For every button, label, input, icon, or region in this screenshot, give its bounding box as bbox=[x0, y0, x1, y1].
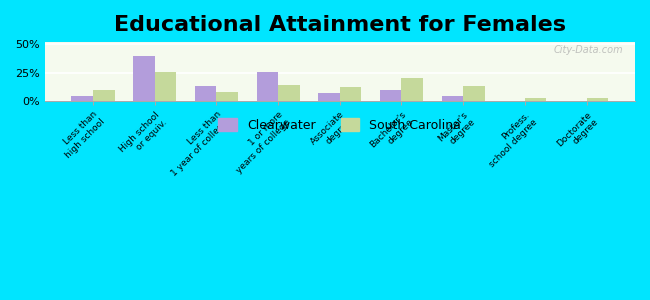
Bar bbox=[586, 98, 608, 101]
Bar bbox=[463, 86, 485, 101]
Bar bbox=[441, 96, 463, 101]
Bar bbox=[133, 56, 155, 101]
Bar bbox=[278, 85, 300, 101]
Text: City-Data.com: City-Data.com bbox=[554, 45, 623, 55]
Legend: Clearwater, South Carolina: Clearwater, South Carolina bbox=[213, 113, 466, 137]
Bar bbox=[402, 78, 423, 101]
Title: Educational Attainment for Females: Educational Attainment for Females bbox=[114, 15, 566, 35]
Bar bbox=[257, 71, 278, 101]
Bar bbox=[72, 96, 93, 101]
Bar bbox=[525, 98, 547, 101]
Bar bbox=[155, 71, 176, 101]
Bar bbox=[340, 87, 361, 101]
Bar bbox=[195, 86, 216, 101]
Bar bbox=[93, 90, 114, 101]
Bar bbox=[318, 93, 340, 101]
Bar bbox=[380, 90, 402, 101]
Bar bbox=[216, 92, 238, 101]
